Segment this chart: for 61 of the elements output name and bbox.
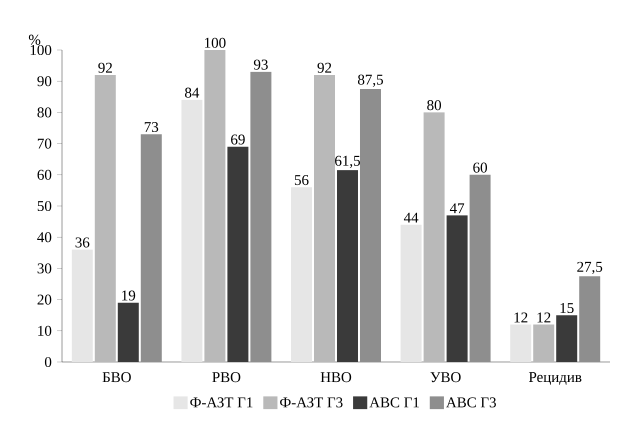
data-label: 47 [450,203,464,214]
data-label: 93 [254,60,268,70]
bar [118,302,139,362]
legend-label: Ф-АЗТ Г3 [280,397,343,408]
data-label: 61,5 [335,156,360,168]
bar [314,74,336,362]
data-label: 12 [538,312,550,322]
bar [291,187,312,362]
x-tick-label: УВО [430,372,461,382]
legend-label: АВС Г3 [446,397,496,408]
data-label: 87,5 [358,74,383,87]
x-tick-label: БВО [102,372,131,382]
y-tick-label: 10 [38,326,52,336]
bar [140,134,162,362]
data-label: 56 [294,175,309,186]
data-label: 27,5 [577,262,602,274]
y-tick-label: 80 [37,107,52,118]
bar [250,72,272,362]
bar [360,88,381,362]
data-label: 44 [404,212,418,223]
y-tick-label: 50 [38,200,52,212]
bar [94,74,116,362]
bar [400,224,422,362]
data-label: 69 [231,134,245,145]
bar [446,215,468,362]
data-label: 92 [318,62,332,73]
bar [336,170,358,362]
y-tick-label: 0 [44,356,52,368]
y-tick-label: 70 [38,138,52,149]
bar [227,146,248,362]
x-tick-label: Рецидив [528,372,582,385]
data-label: 92 [98,62,112,73]
y-tick-label: 20 [38,294,52,305]
data-label: 36 [76,237,90,248]
data-label: 15 [560,303,574,313]
data-label: 100 [205,38,226,48]
bar [424,112,445,362]
bar [533,324,554,362]
data-label: 12 [514,312,528,322]
data-label: 60 [473,162,487,173]
bar [470,174,491,362]
x-tick-label: НВО [320,372,352,382]
bar [181,100,202,362]
y-tick-label: 90 [37,76,52,86]
legend-label: Ф-АЗТ Г1 [190,397,252,408]
legend-label: АВС Г1 [369,397,419,408]
y-tick-label: 100 [30,44,52,56]
x-tick-label: РВО [212,372,240,382]
data-label: 84 [185,88,200,98]
data-label: 73 [144,122,158,132]
data-label: 19 [122,290,136,301]
bar [72,250,93,362]
bar [204,50,226,362]
y-tick-label: 60 [38,170,52,180]
bar [579,276,600,362]
y-tick-label: 40 [37,232,52,242]
data-label: 80 [427,100,442,110]
bar [556,315,578,362]
y-axis-title: % [28,34,40,45]
bar [510,324,532,362]
y-tick-label: 30 [38,263,52,274]
